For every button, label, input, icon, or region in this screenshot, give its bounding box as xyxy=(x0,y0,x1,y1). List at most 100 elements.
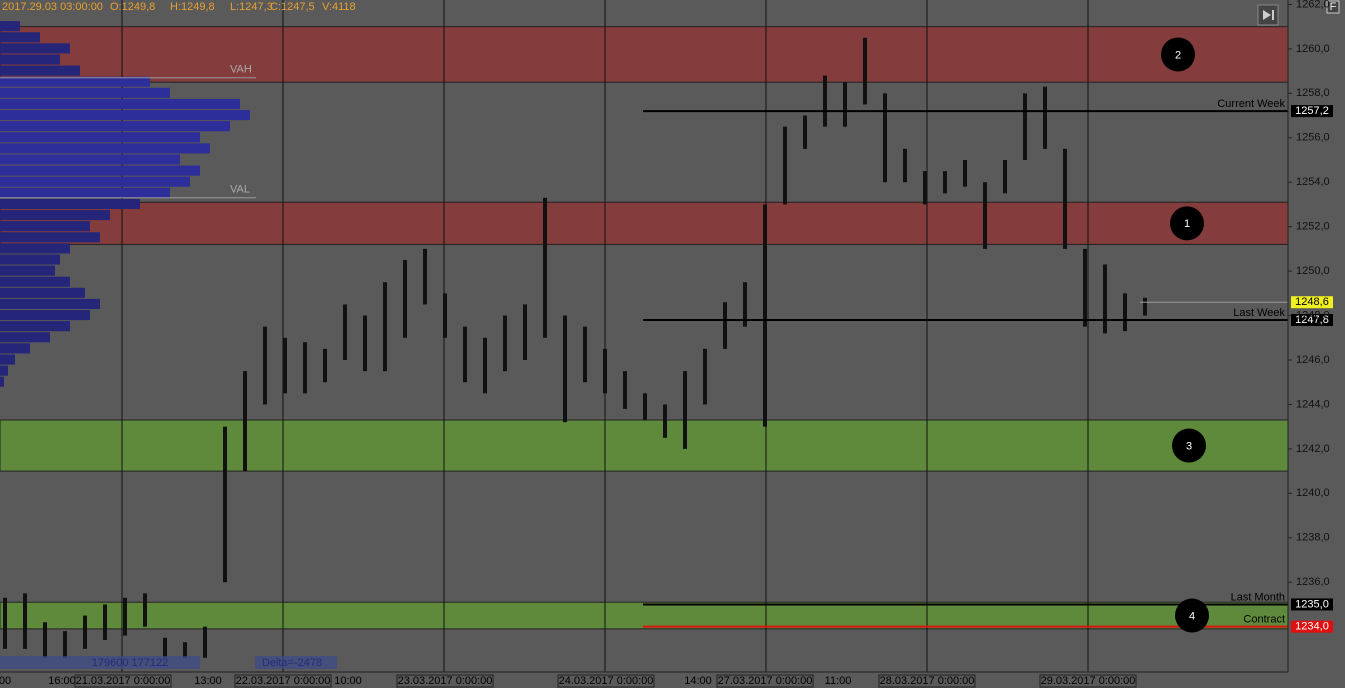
price-bar xyxy=(163,637,167,658)
level-name: Last Month xyxy=(1231,591,1285,603)
price-bar xyxy=(23,593,27,649)
date-label: 22.03.2017 0:00:00 xyxy=(236,675,331,687)
profile-bar xyxy=(0,221,90,232)
footer-delta: Delta=-2478 xyxy=(262,657,322,669)
footer-box xyxy=(0,656,200,669)
profile-bar xyxy=(0,187,170,198)
price-bar xyxy=(363,315,367,372)
price-bar xyxy=(243,371,247,472)
zone-marker-label: 2 xyxy=(1175,49,1181,61)
profile-bar xyxy=(0,265,55,276)
scroll-button[interactable] xyxy=(1257,4,1279,26)
date-box xyxy=(1039,674,1137,688)
profile-bar xyxy=(0,110,250,121)
profile-bar xyxy=(0,243,70,254)
profile-bar xyxy=(0,198,140,209)
price-bar xyxy=(683,371,687,449)
price-label-box xyxy=(1291,620,1333,633)
header-high: H:1249,8 xyxy=(170,1,215,13)
profile-bar xyxy=(0,43,70,54)
price-bar xyxy=(1063,148,1067,249)
price-bar xyxy=(543,197,547,338)
header-volume: V:4118 xyxy=(322,1,356,13)
profile-bar xyxy=(0,132,200,143)
price-bar xyxy=(703,348,707,405)
price-bar xyxy=(983,182,987,249)
price-bar xyxy=(183,642,187,658)
flag-box[interactable] xyxy=(1326,0,1340,14)
price-bar xyxy=(563,315,567,423)
zone-marker xyxy=(1175,598,1209,633)
profile-bar xyxy=(0,287,85,298)
price-label: 1257,2 xyxy=(1295,105,1329,117)
y-tick-label: 1244,0 xyxy=(1296,398,1330,410)
profile-bar xyxy=(0,21,20,32)
x-tick-label: 11:00 xyxy=(825,675,852,687)
current-price-label: 1248,6 xyxy=(1295,296,1329,308)
date-label: 23.03.2017 0:00:00 xyxy=(398,675,493,687)
profile-bar xyxy=(0,176,190,187)
value-area-label: VAH xyxy=(230,64,252,76)
profile-bar xyxy=(0,32,40,43)
price-bar xyxy=(603,348,607,394)
footer-box xyxy=(255,656,337,669)
price-bar xyxy=(323,348,327,383)
x-tick-label: 10:00 xyxy=(334,675,362,687)
price-bar xyxy=(503,315,507,372)
price-bar xyxy=(1023,93,1027,160)
price-bar xyxy=(1003,160,1007,194)
profile-bar xyxy=(0,87,170,98)
y-tick-label: 1238,0 xyxy=(1296,532,1330,544)
price-bar xyxy=(1083,248,1087,327)
zone-marker xyxy=(1170,206,1204,241)
price-bar xyxy=(383,282,387,372)
flag-text[interactable]: F xyxy=(1330,1,1337,13)
price-bar xyxy=(823,75,827,127)
profile-bar xyxy=(0,343,30,354)
y-tick-label: 1236,0 xyxy=(1296,576,1330,588)
price-bar xyxy=(3,597,7,649)
y-tick-label: 1248,0 xyxy=(1296,309,1330,321)
price-bar xyxy=(663,404,667,438)
profile-bar xyxy=(0,376,4,387)
zone-marker-label: 1 xyxy=(1184,218,1190,230)
price-bar xyxy=(103,604,107,640)
zone xyxy=(0,201,1289,245)
profile-bar xyxy=(0,143,210,154)
zone xyxy=(0,419,1289,472)
level-name: Last Week xyxy=(1233,307,1285,319)
price-bar xyxy=(883,93,887,183)
x-tick-label: 13:00 xyxy=(194,675,222,687)
level-name: Contract xyxy=(1243,614,1285,626)
date-label: 28.03.2017 0:00:00 xyxy=(880,675,975,687)
y-tick-label: 1246,0 xyxy=(1296,354,1330,366)
price-bar xyxy=(143,593,147,627)
price-bar xyxy=(1143,297,1147,316)
date-label: 21.03.2017 0:00:00 xyxy=(76,675,171,687)
header-datetime: 2017.29.03 03:00:00 xyxy=(2,1,103,13)
profile-bar xyxy=(0,332,50,343)
button-icon xyxy=(1263,10,1274,20)
price-bar xyxy=(203,626,207,658)
date-box xyxy=(716,674,814,688)
profile-bar xyxy=(0,298,100,309)
x-tick-label: 14:00 xyxy=(684,675,712,687)
profile-bar xyxy=(0,254,60,265)
price-bar xyxy=(263,326,267,405)
profile-bar xyxy=(0,165,200,176)
price-bar xyxy=(963,160,967,187)
y-tick-label: 1242,0 xyxy=(1296,443,1330,455)
profile-bar xyxy=(0,365,8,376)
profile-bar xyxy=(0,276,70,287)
date-label: 29.03.2017 0:00:00 xyxy=(1041,675,1136,687)
date-label: 24.03.2017 0:00:00 xyxy=(559,675,654,687)
price-bar xyxy=(863,37,867,105)
price-bar xyxy=(763,204,767,427)
y-tick-label: 1262,0 xyxy=(1296,0,1330,10)
price-bar xyxy=(943,171,947,194)
price-bar xyxy=(643,393,647,420)
price-bar xyxy=(1043,86,1047,149)
profile-bar xyxy=(0,98,240,109)
current-price-box xyxy=(1291,296,1333,309)
profile-bar xyxy=(0,65,80,76)
